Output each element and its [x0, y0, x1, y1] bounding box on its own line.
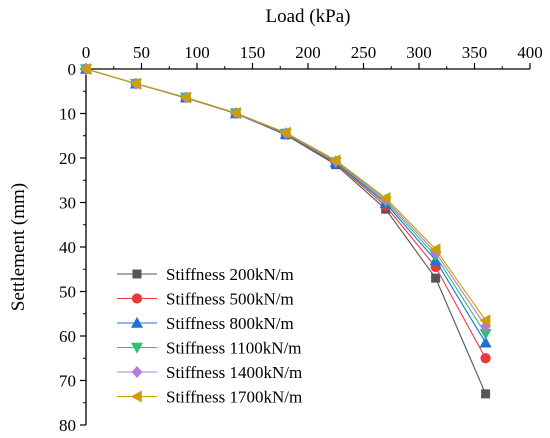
legend-label: Stiffness 200kN/m [166, 265, 294, 284]
y-axis-title: Settlement (mm) [8, 183, 29, 311]
legend-label: Stiffness 500kN/m [166, 290, 294, 309]
x-tick-label: 350 [462, 43, 488, 62]
legend-label: Stiffness 1100kN/m [166, 339, 302, 358]
x-tick-label: 400 [517, 43, 543, 62]
x-tick-label: 300 [406, 43, 432, 62]
y-tick-label: 10 [59, 105, 76, 124]
y-tick-label: 50 [59, 283, 76, 302]
legend: Stiffness 200kN/m Stiffness 500kN/m Stiffn… [117, 265, 302, 407]
legend-marker [131, 366, 143, 378]
legend-label: Stiffness 1700kN/m [166, 388, 302, 407]
x-tick-label: 200 [295, 43, 321, 62]
legend-marker [132, 269, 142, 279]
data-point [379, 192, 391, 205]
axes: 0 50 100 150 200 250 300 350 400 0 10 20 30 40 50 60 70 8… [59, 43, 543, 435]
legend-marker [131, 293, 143, 304]
legend-item: Stiffness 1700kN/m [117, 388, 302, 407]
x-tick-label: 0 [82, 43, 91, 62]
x-tick-label: 50 [133, 43, 150, 62]
x-tick-label: 150 [240, 43, 266, 62]
y-tick-label: 70 [59, 372, 76, 391]
legend-marker [130, 316, 144, 328]
data-point [229, 107, 241, 120]
data-point [479, 336, 492, 348]
legend-marker [130, 342, 144, 354]
data-point [481, 389, 491, 399]
data-point [179, 91, 191, 104]
y-tick-label: 80 [59, 416, 76, 435]
data-point [480, 353, 491, 364]
x-tick-label: 100 [184, 43, 210, 62]
x-tick-label: 250 [351, 43, 377, 62]
data-point [431, 273, 441, 283]
series-line [85, 68, 487, 327]
legend-marker [130, 390, 142, 403]
data-point [479, 314, 491, 327]
series-group [79, 62, 492, 399]
y-tick-label: 40 [59, 238, 76, 257]
legend-item: Stiffness 1100kN/m [117, 339, 302, 358]
y-tick-label: 30 [59, 194, 76, 213]
y-tick-label: 60 [59, 327, 76, 346]
y-tick-label: 20 [59, 149, 76, 168]
legend-label: Stiffness 1400kN/m [166, 363, 302, 382]
legend-item: Stiffness 500kN/m [117, 290, 294, 309]
data-point [329, 154, 341, 167]
legend-item: Stiffness 200kN/m [117, 265, 294, 284]
data-point [279, 126, 291, 139]
series-6 [79, 62, 491, 327]
legend-item: Stiffness 800kN/m [117, 314, 294, 333]
y-tick-label: 0 [68, 60, 77, 79]
data-point [429, 243, 441, 256]
data-point [129, 77, 141, 90]
data-point [79, 62, 91, 76]
legend-label: Stiffness 800kN/m [166, 314, 294, 333]
legend-item: Stiffness 1400kN/m [117, 363, 302, 382]
x-axis-title: Load (kPa) [266, 6, 351, 27]
